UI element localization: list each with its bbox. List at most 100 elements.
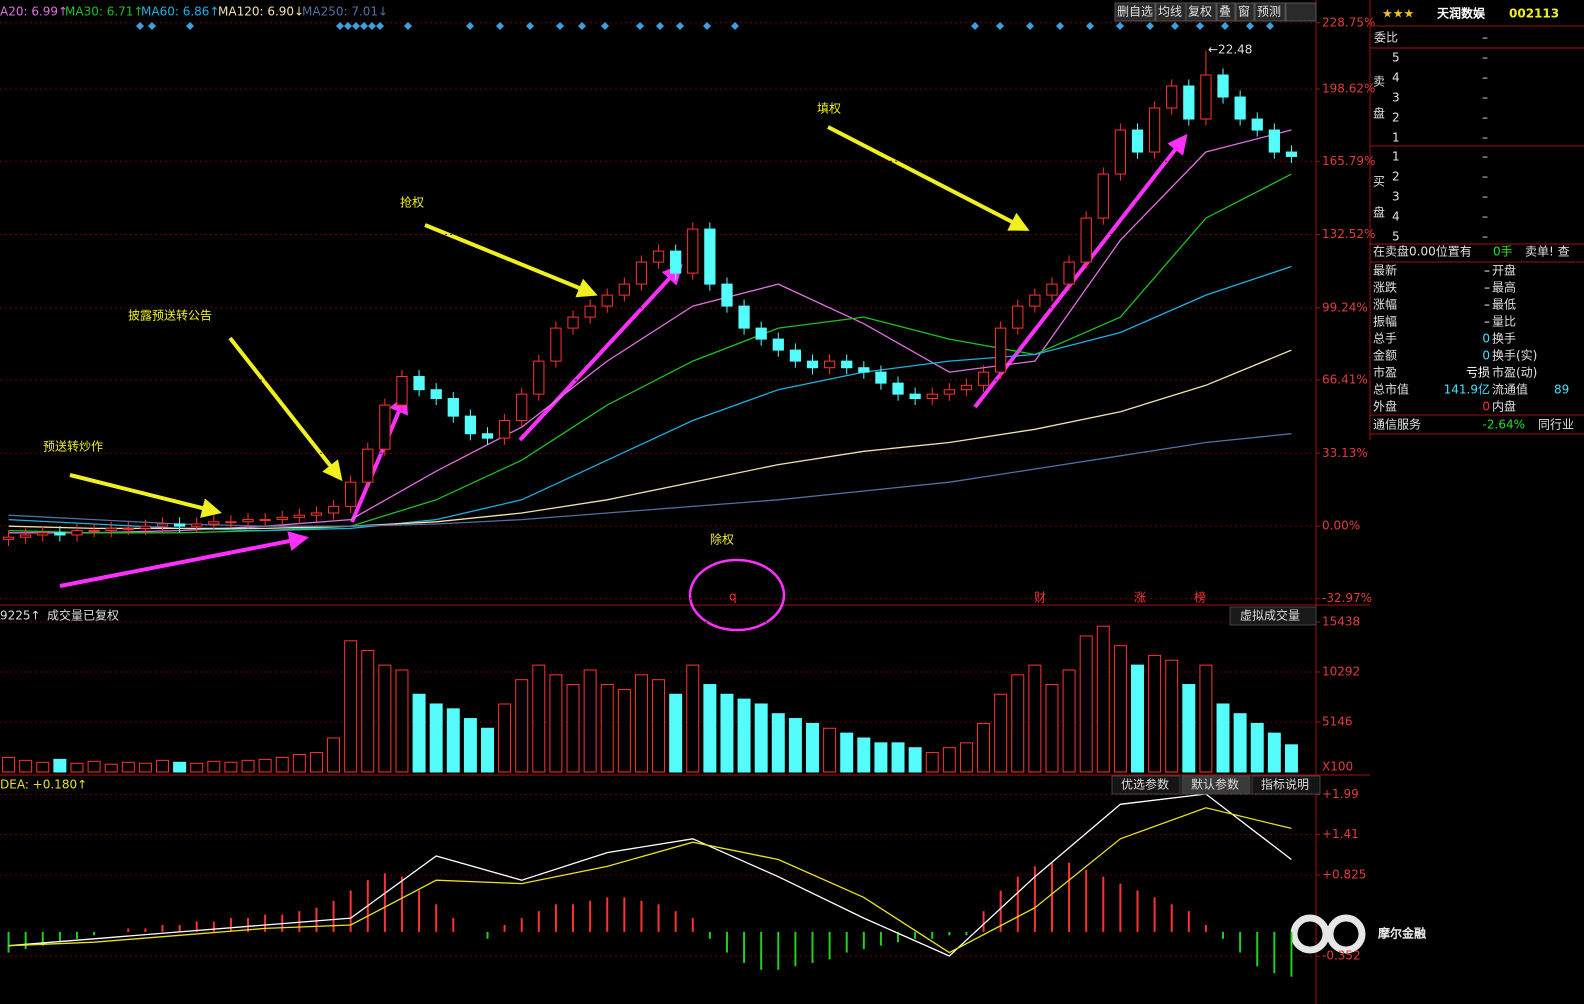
volume-bar: [737, 698, 751, 773]
button-label[interactable]: 指标说明: [1261, 777, 1309, 792]
candle-body: [1217, 74, 1229, 98]
level-price: –: [1482, 230, 1488, 244]
level-price: –: [1482, 150, 1488, 164]
annotation: 除权: [710, 532, 734, 547]
event-diamond: [578, 22, 586, 30]
arrow: [59, 531, 309, 588]
candle-body: [1097, 173, 1109, 219]
volume-bar: [1079, 635, 1093, 773]
toolbar-label[interactable]: 删自选: [1117, 5, 1153, 19]
toolbar-button[interactable]: [1285, 2, 1317, 22]
event-diamond: [1116, 22, 1124, 30]
volume-bar: [207, 760, 221, 773]
toolbar-button[interactable]: [1114, 2, 1156, 22]
button-label[interactable]: 优选参数: [1121, 777, 1169, 792]
toolbar-button[interactable]: [1185, 2, 1217, 22]
button[interactable]: [1111, 775, 1181, 795]
toolbar-label[interactable]: 预测: [1257, 5, 1281, 19]
level-price: –: [1482, 210, 1488, 224]
toolbar-label[interactable]: 复权: [1188, 5, 1212, 19]
event-diamond: [376, 22, 384, 30]
volume-bar: [908, 747, 922, 773]
button[interactable]: [1251, 775, 1321, 795]
candle-body: [601, 294, 613, 307]
annotation-arrows: [59, 125, 1188, 632]
button[interactable]: [1229, 606, 1317, 626]
candle-body: [516, 393, 528, 422]
candle-body: [567, 316, 579, 329]
industry-change: -2.64%: [1483, 418, 1525, 432]
volume-bar: [224, 761, 238, 773]
candle-body: [173, 523, 186, 527]
volume-bar: [977, 722, 991, 773]
y-tick-label: -0.352: [1322, 949, 1361, 963]
y-tick-label: 198.62%: [1322, 82, 1375, 96]
volume-bar: [1182, 684, 1196, 773]
event-diamond: [496, 22, 504, 30]
highlight-ellipse: [688, 558, 786, 632]
volume-unit: X100: [1322, 760, 1353, 774]
toolbar-label[interactable]: 窗: [1238, 5, 1250, 19]
ma-line: [8, 433, 1292, 527]
candle-body: [995, 327, 1007, 373]
volume-bar: [771, 713, 785, 773]
toolbar-button[interactable]: [1216, 2, 1236, 22]
quote-value: 141.9亿: [1444, 382, 1490, 397]
volume-bar: [942, 747, 956, 773]
level: 1: [1392, 131, 1400, 145]
volume-bar: [446, 708, 460, 773]
watermark-logo: [1290, 914, 1366, 954]
volume-bar: [1250, 722, 1264, 773]
volume-bar: [258, 758, 272, 773]
volume-bar: [634, 674, 648, 773]
candle-body: [670, 250, 682, 274]
volume-bar: [1062, 669, 1076, 773]
candle-body: [823, 360, 836, 369]
ma-legend: MA30: 6.71↑: [65, 5, 143, 19]
volume-bar: [481, 727, 494, 773]
level: 2: [1392, 170, 1400, 184]
y-tick-label: 132.52%: [1322, 227, 1375, 241]
event-diamond: [1171, 22, 1179, 30]
ma-legend: A20: 6.99↑: [0, 5, 68, 19]
event-diamond: [136, 22, 144, 30]
level: 1: [1392, 150, 1400, 164]
stock-code: 002113: [1509, 7, 1559, 21]
button-label[interactable]: 虚拟成交量: [1240, 608, 1300, 623]
arrow: [518, 264, 683, 442]
toolbar-label[interactable]: 叠: [1219, 5, 1231, 19]
volume-bar: [87, 760, 101, 773]
volume-bar: [1148, 654, 1162, 773]
candle-body: [806, 360, 819, 369]
toolbar-label[interactable]: 均线: [1158, 5, 1182, 19]
volume-bar: [104, 763, 118, 773]
candle-body: [1234, 96, 1246, 120]
volume-bar: [395, 669, 409, 773]
arrow: [973, 133, 1188, 409]
volume-value: 9225↑: [0, 609, 41, 623]
volume-bar: [1011, 674, 1025, 773]
event-diamond: [344, 22, 352, 30]
quote-label: 最低: [1492, 298, 1516, 312]
level-price: –: [1482, 131, 1488, 145]
toolbar-button[interactable]: [1235, 2, 1255, 22]
button-label[interactable]: 默认参数: [1191, 777, 1239, 792]
event-diamond: [636, 22, 644, 30]
candle-body: [20, 534, 32, 538]
volume-bar: [720, 693, 734, 773]
rating: ★★★: [1382, 7, 1414, 21]
volume-bar: [156, 759, 169, 773]
volume-bar: [1199, 664, 1213, 773]
toolbar-button[interactable]: [1254, 2, 1286, 22]
candle-body: [977, 371, 990, 386]
event-diamond: [360, 22, 368, 30]
candle-body: [88, 530, 100, 533]
button[interactable]: [1181, 775, 1251, 795]
quote-label: 外盘: [1373, 399, 1397, 414]
candle-body: [1200, 74, 1212, 120]
candle-body: [1029, 294, 1041, 307]
event-marker: 涨: [1134, 590, 1146, 605]
candle-body: [276, 516, 288, 521]
